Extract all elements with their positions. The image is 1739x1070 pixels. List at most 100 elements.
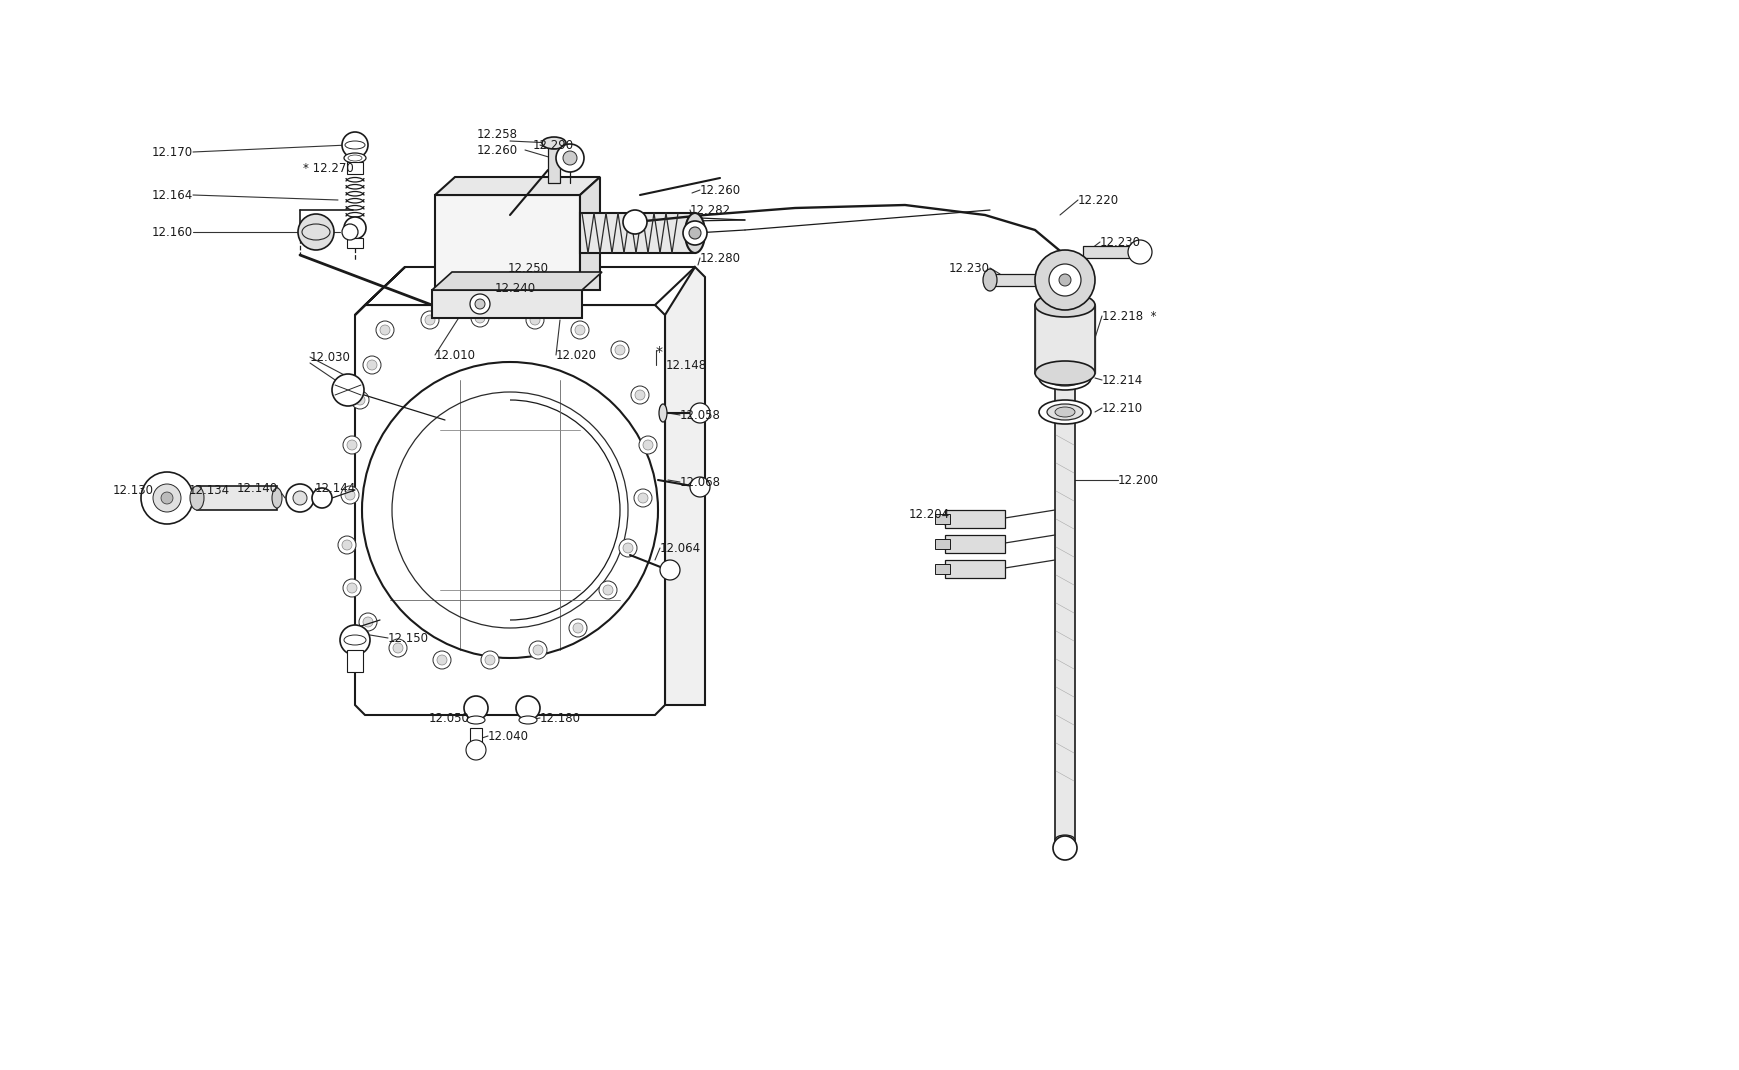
- Circle shape: [436, 655, 447, 664]
- Circle shape: [659, 560, 680, 580]
- Bar: [346, 649, 363, 672]
- Ellipse shape: [271, 488, 282, 508]
- Circle shape: [297, 214, 334, 250]
- Text: 12.130: 12.130: [113, 484, 155, 496]
- Circle shape: [689, 227, 701, 239]
- Polygon shape: [664, 268, 704, 705]
- Ellipse shape: [466, 716, 485, 724]
- Circle shape: [638, 493, 647, 503]
- Bar: [1082, 246, 1137, 258]
- Ellipse shape: [1035, 361, 1094, 385]
- Circle shape: [635, 389, 645, 400]
- Text: 12.280: 12.280: [699, 251, 741, 264]
- Text: 12.260: 12.260: [476, 143, 518, 156]
- Circle shape: [572, 623, 583, 633]
- Ellipse shape: [1038, 400, 1090, 424]
- Circle shape: [570, 321, 590, 339]
- Circle shape: [623, 210, 647, 234]
- Text: 12.160: 12.160: [151, 226, 193, 239]
- Circle shape: [532, 645, 543, 655]
- Polygon shape: [365, 268, 694, 305]
- Ellipse shape: [1047, 404, 1082, 421]
- Circle shape: [153, 484, 181, 513]
- Bar: [197, 486, 277, 510]
- Circle shape: [311, 488, 332, 508]
- Text: * 12.270: * 12.270: [303, 162, 353, 174]
- Circle shape: [337, 536, 356, 554]
- Ellipse shape: [1038, 366, 1090, 389]
- Circle shape: [525, 311, 544, 328]
- Circle shape: [1049, 264, 1080, 296]
- Circle shape: [610, 341, 628, 360]
- Bar: [346, 162, 363, 174]
- Polygon shape: [435, 177, 600, 195]
- Circle shape: [433, 651, 450, 669]
- Circle shape: [530, 315, 539, 325]
- Text: 12.258: 12.258: [476, 127, 518, 140]
- Circle shape: [614, 345, 624, 355]
- Bar: [431, 290, 581, 318]
- Ellipse shape: [983, 269, 996, 291]
- Circle shape: [1052, 836, 1076, 860]
- Ellipse shape: [1047, 370, 1082, 386]
- Ellipse shape: [1035, 293, 1094, 317]
- Ellipse shape: [541, 137, 565, 149]
- Bar: [944, 510, 1005, 528]
- Circle shape: [424, 315, 435, 325]
- Circle shape: [574, 325, 584, 335]
- Text: 12.282: 12.282: [690, 203, 730, 216]
- Circle shape: [343, 132, 367, 158]
- Circle shape: [343, 435, 360, 454]
- Circle shape: [341, 486, 358, 504]
- Circle shape: [343, 540, 351, 550]
- Circle shape: [480, 651, 499, 669]
- Circle shape: [363, 617, 372, 627]
- Circle shape: [485, 655, 494, 664]
- Circle shape: [690, 477, 710, 496]
- Text: 12.210: 12.210: [1101, 401, 1143, 414]
- Text: 12.020: 12.020: [556, 349, 596, 362]
- Circle shape: [603, 585, 612, 595]
- Circle shape: [633, 489, 652, 507]
- Circle shape: [1035, 250, 1094, 310]
- Text: 12.214: 12.214: [1101, 373, 1143, 386]
- Circle shape: [643, 440, 652, 450]
- Circle shape: [390, 639, 407, 657]
- Circle shape: [393, 643, 403, 653]
- Text: *: *: [656, 345, 663, 360]
- Text: 12.230: 12.230: [948, 261, 989, 275]
- Text: 12.260: 12.260: [699, 183, 741, 197]
- Bar: [548, 143, 560, 183]
- Ellipse shape: [685, 213, 704, 253]
- Circle shape: [379, 325, 390, 335]
- Ellipse shape: [518, 716, 537, 724]
- Circle shape: [421, 311, 438, 328]
- Text: 12.200: 12.200: [1118, 474, 1158, 487]
- Text: 12.220: 12.220: [1078, 194, 1118, 207]
- Circle shape: [351, 391, 369, 409]
- Text: 12.180: 12.180: [539, 712, 581, 724]
- Bar: [944, 560, 1005, 578]
- Circle shape: [690, 403, 710, 423]
- Bar: [934, 514, 949, 524]
- Circle shape: [344, 490, 355, 500]
- Circle shape: [529, 641, 546, 659]
- Circle shape: [343, 224, 358, 240]
- Text: 12.058: 12.058: [680, 409, 720, 422]
- Text: 12.170: 12.170: [151, 146, 193, 158]
- Circle shape: [162, 492, 172, 504]
- Text: 12.230: 12.230: [1099, 235, 1141, 248]
- Text: 12.250: 12.250: [508, 261, 550, 275]
- Circle shape: [343, 579, 360, 597]
- Bar: [989, 274, 1049, 286]
- Text: 12.164: 12.164: [151, 188, 193, 201]
- Circle shape: [292, 491, 306, 505]
- Ellipse shape: [344, 153, 365, 163]
- Text: 12.010: 12.010: [435, 349, 476, 362]
- Text: 12.030: 12.030: [310, 351, 351, 364]
- Bar: [579, 213, 694, 253]
- Circle shape: [516, 696, 539, 720]
- Circle shape: [556, 144, 584, 172]
- Ellipse shape: [1054, 373, 1075, 383]
- Polygon shape: [355, 305, 664, 715]
